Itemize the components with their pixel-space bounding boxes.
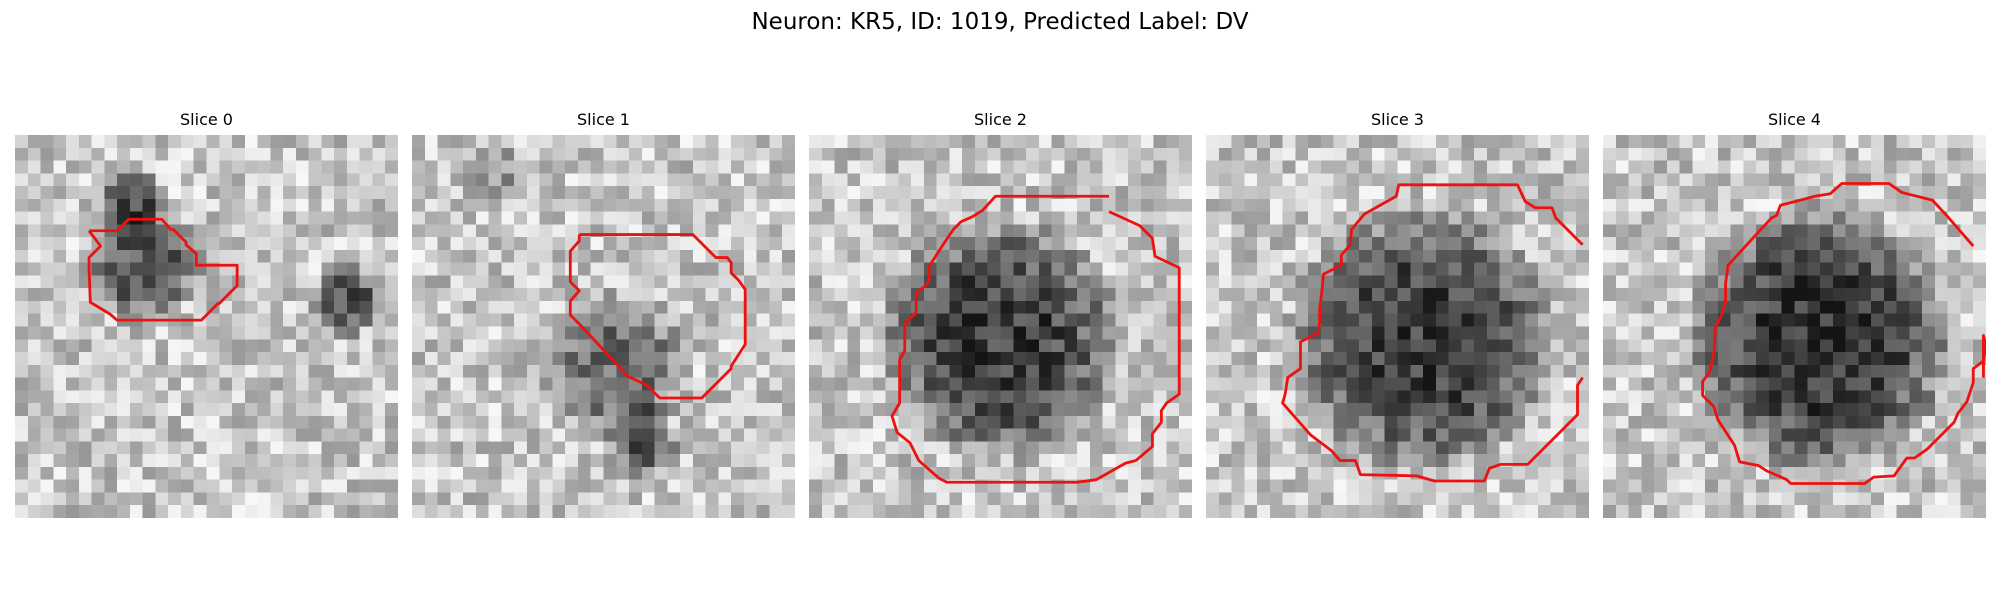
slice-image-2: [809, 135, 1192, 518]
slice-title-1: Slice 1: [577, 110, 630, 129]
slice-panel-2: Slice 2: [809, 110, 1192, 518]
slice-image-4: [1603, 135, 1986, 518]
slice-image-3: [1206, 135, 1589, 518]
slice-title-2: Slice 2: [974, 110, 1027, 129]
segmentation-contour-3: [1281, 183, 1584, 483]
pixel-grid-4: [1603, 135, 1986, 518]
figure-title: Neuron: KR5, ID: 1019, Predicted Label: …: [751, 9, 1249, 35]
segmentation-contour-2: [890, 194, 1181, 484]
slice-panel-3: Slice 3: [1206, 110, 1589, 518]
pixel-grid-0: [15, 135, 398, 518]
slice-panel-1: Slice 1: [412, 110, 795, 518]
segmentation-contour-1: [568, 233, 747, 400]
slice-image-0: [15, 135, 398, 518]
pixel-grid-3: [1206, 135, 1589, 518]
slice-title-0: Slice 0: [180, 110, 233, 129]
segmentation-contour-4: [1701, 182, 1986, 485]
pixel-grid-1: [412, 135, 795, 518]
slice-title-3: Slice 3: [1371, 110, 1424, 129]
slice-panel-4: Slice 4: [1603, 110, 1986, 518]
slice-title-4: Slice 4: [1768, 110, 1821, 129]
segmentation-contour-0: [87, 217, 239, 322]
slice-image-1: [412, 135, 795, 518]
pixel-grid-2: [809, 135, 1192, 518]
slice-panel-0: Slice 0: [15, 110, 398, 518]
